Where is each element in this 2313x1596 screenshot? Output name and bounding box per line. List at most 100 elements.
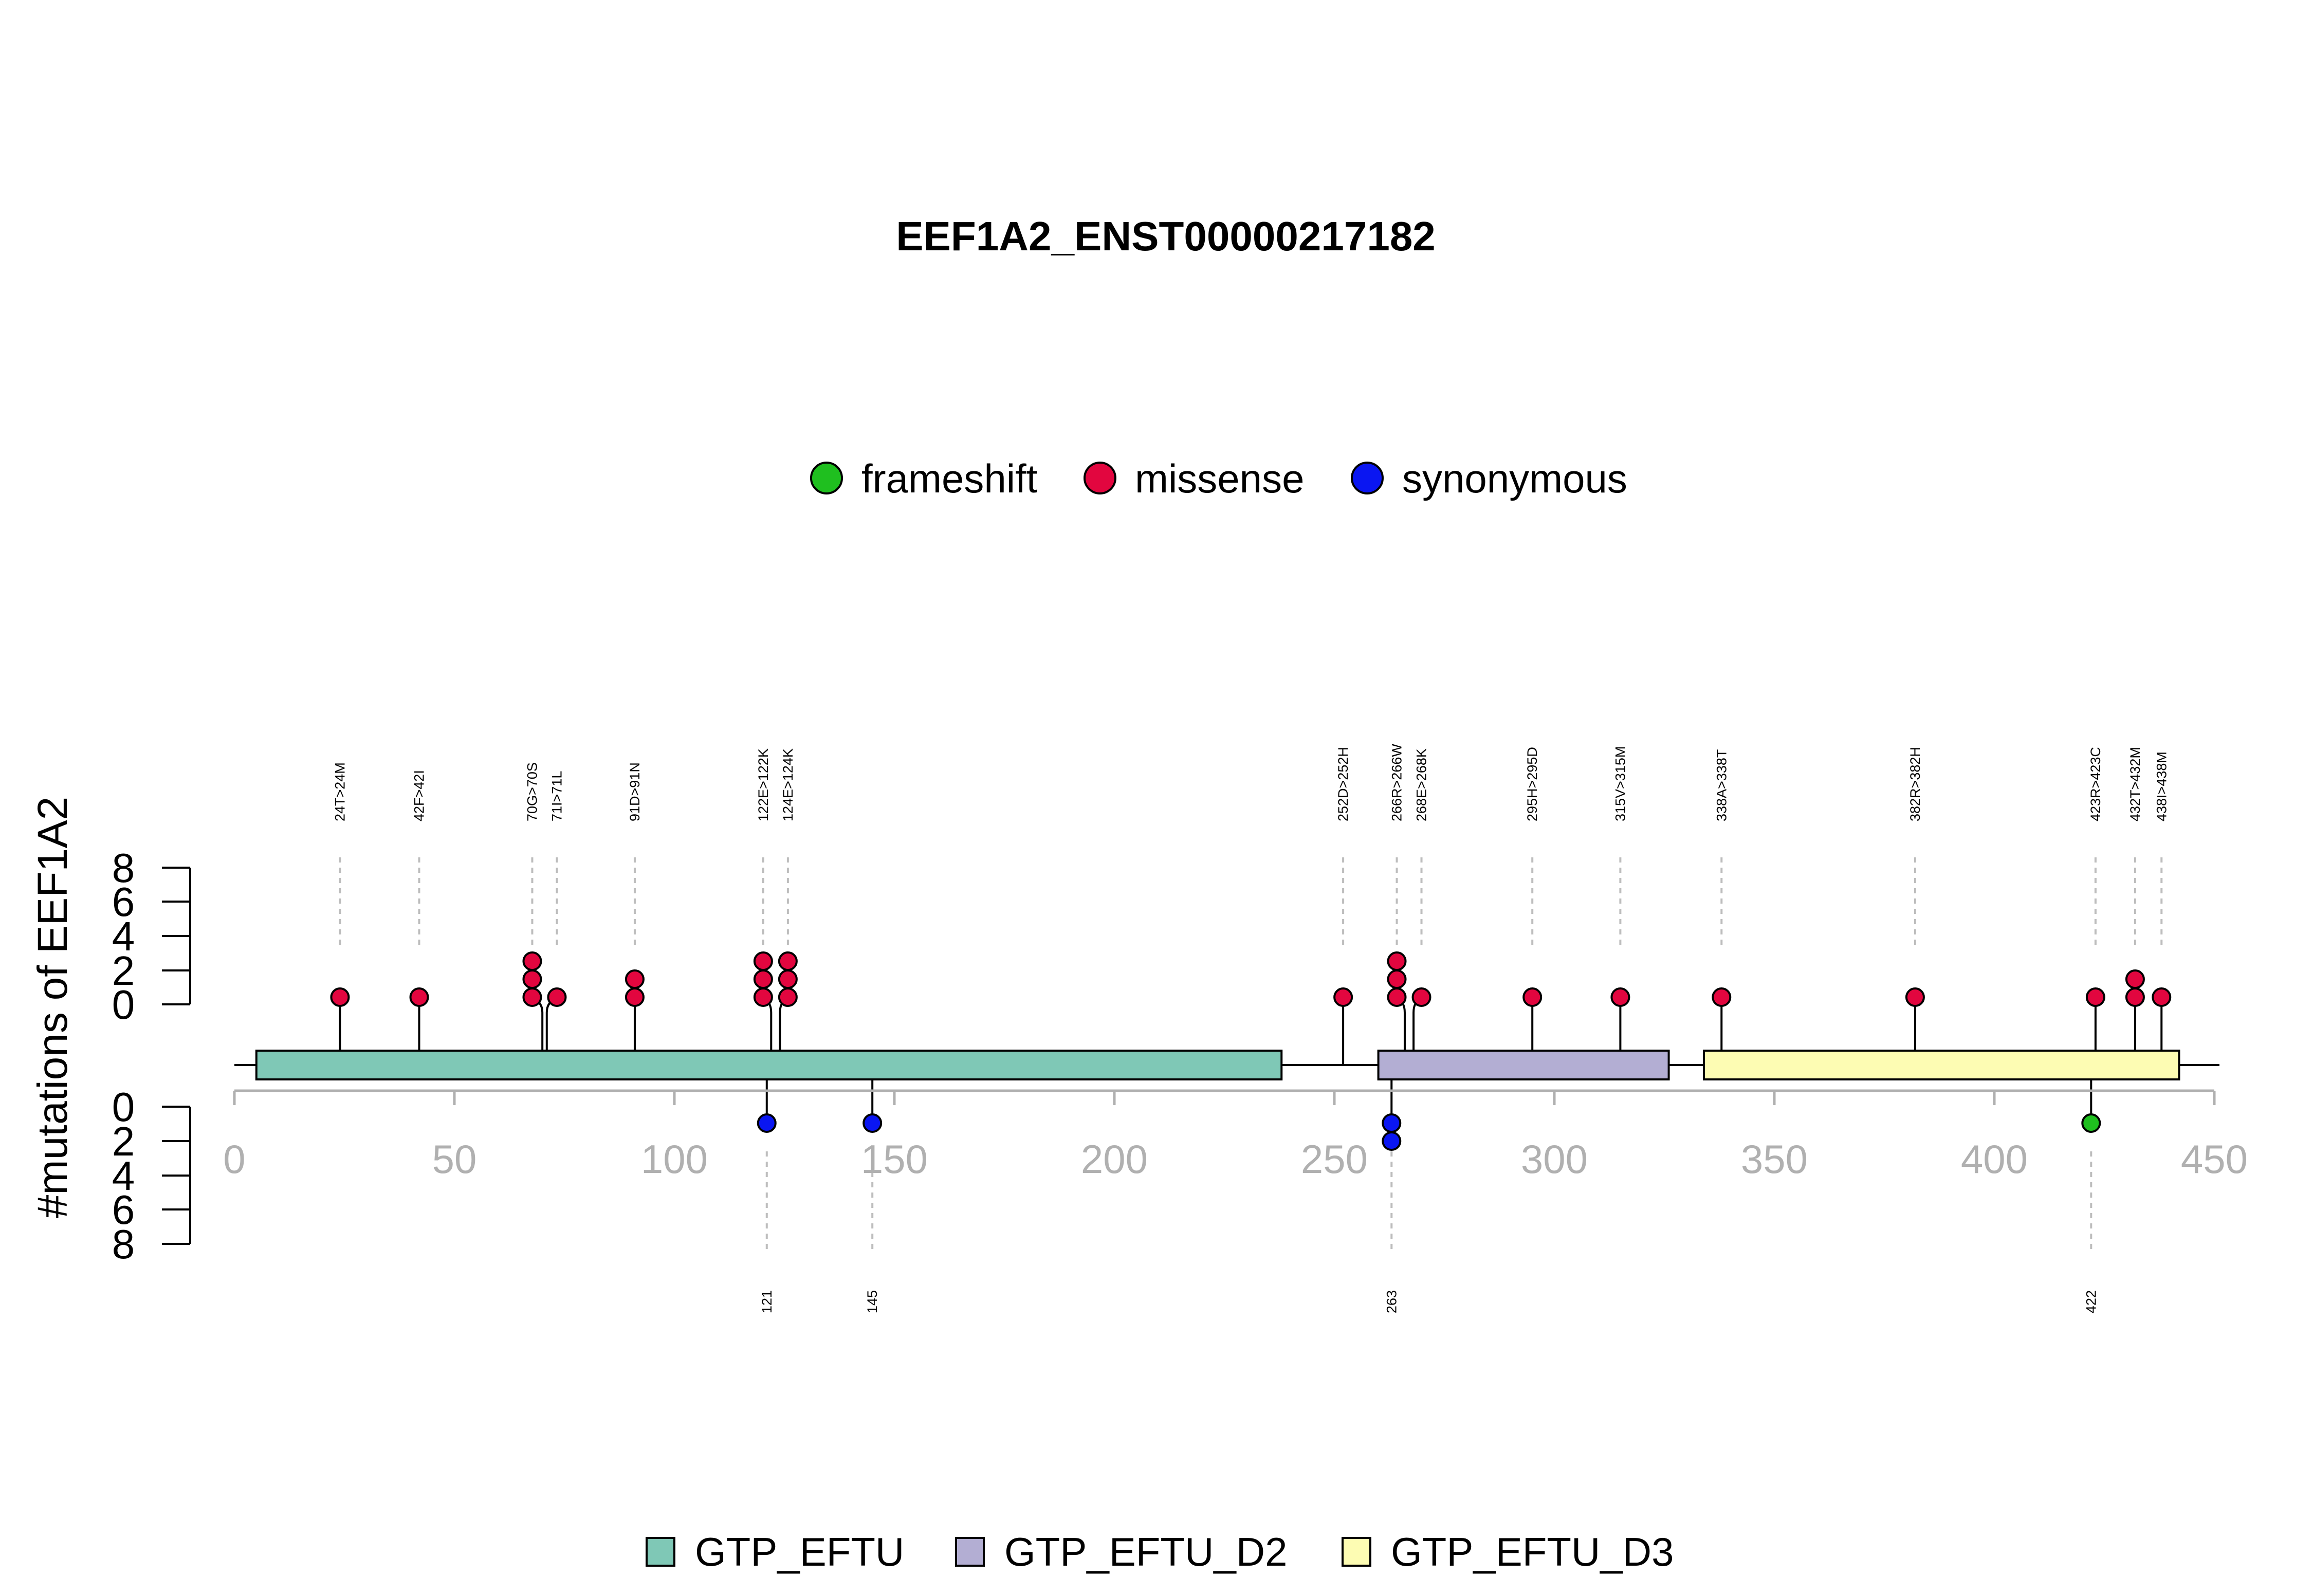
point-71-1 xyxy=(547,987,567,1007)
point-124-3 xyxy=(778,951,798,971)
mutation-label-91: 91D>91N xyxy=(627,762,642,821)
legend-GTP_EFTU-swatch xyxy=(646,1537,675,1567)
x-tick-label-200: 200 xyxy=(1081,1136,1148,1182)
x-tick-label-50: 50 xyxy=(432,1136,477,1182)
point-124-1 xyxy=(778,987,798,1007)
point-252-1 xyxy=(1333,987,1353,1007)
x-tick-label-400: 400 xyxy=(1961,1136,2028,1182)
position-guides xyxy=(339,857,2163,1254)
legend-missense-swatch xyxy=(1084,462,1116,494)
legend-synonymous-label: synonymous xyxy=(1402,456,1627,501)
legend-frameshift-label: frameshift xyxy=(861,456,1038,501)
mutation-label-315: 315V>315M xyxy=(1612,746,1628,821)
point-91-2 xyxy=(625,969,645,989)
x-tick-label-450: 450 xyxy=(2181,1136,2248,1182)
mutation-legend: frameshift missense synonymous xyxy=(810,456,1627,501)
x-tick-label-150: 150 xyxy=(861,1136,928,1182)
legend-GTP_EFTU_D2-label: GTP_EFTU_D2 xyxy=(1004,1529,1287,1574)
legend-GTP_EFTU_D2-swatch xyxy=(955,1537,985,1567)
legend-frameshift-swatch xyxy=(810,462,843,494)
domain-GTP_EFTU_D2 xyxy=(1377,1050,1670,1080)
y-top-tick-label-8: 8 xyxy=(112,845,135,891)
x-tick-label-300: 300 xyxy=(1521,1136,1588,1182)
point-91-1 xyxy=(625,987,645,1007)
point-382-1 xyxy=(1905,987,1925,1007)
mutation-label-252: 252D>252H xyxy=(1335,747,1351,821)
mutation-label-bottom-121: 121 xyxy=(759,1290,775,1313)
mutation-label-24: 24T>24M xyxy=(332,762,347,821)
legend-GTP_EFTU-label: GTP_EFTU xyxy=(695,1529,904,1574)
y-bottom-tick-label-0: 0 xyxy=(112,1084,135,1130)
x-axis: 0 50 100 150 200 250 300 350 400 450 xyxy=(223,1089,2248,1182)
point-bottom-422-1 xyxy=(2081,1113,2101,1133)
point-438-1 xyxy=(2152,987,2172,1007)
mutation-label-432: 432T>432M xyxy=(2127,747,2143,821)
mutation-label-bottom-263: 263 xyxy=(1384,1290,1399,1313)
mutation-label-338: 338A>338T xyxy=(1714,749,1729,821)
point-122-1 xyxy=(753,987,773,1007)
point-24-1 xyxy=(330,987,350,1007)
legend-missense-label: missense xyxy=(1135,456,1304,501)
point-266-2 xyxy=(1387,969,1407,989)
point-42-1 xyxy=(409,987,429,1007)
y-bottom-tick-label-2: 2 xyxy=(112,1118,135,1164)
mutation-label-266: 266R>266W xyxy=(1389,744,1405,821)
legend-GTP_EFTU_D3-swatch xyxy=(1342,1537,1371,1567)
point-124-2 xyxy=(778,969,798,989)
mutation-label-bottom-422: 422 xyxy=(2083,1290,2099,1313)
point-315-1 xyxy=(1610,987,1630,1007)
point-70-3 xyxy=(522,951,542,971)
domain-boxes xyxy=(255,1050,2180,1080)
chart-title: EEF1A2_ENST00000217182 xyxy=(896,213,1436,259)
mutation-label-71: 71I>71L xyxy=(549,771,564,821)
mutation-label-268: 268E>268K xyxy=(1414,748,1429,821)
y-top-tick-label-4: 4 xyxy=(112,913,135,959)
point-295-1 xyxy=(1522,987,1543,1007)
point-70-2 xyxy=(522,969,542,989)
mutation-labels: 24T>24M 42F>42I 70G>70S 71I>71L 91D>91N 122E>… xyxy=(332,744,2169,1313)
x-tick-label-250: 250 xyxy=(1301,1136,1368,1182)
mutation-label-bottom-145: 145 xyxy=(865,1290,880,1313)
point-432-2 xyxy=(2125,969,2145,989)
legend-GTP_EFTU_D3-label: GTP_EFTU_D3 xyxy=(1391,1529,1674,1574)
mutation-label-382: 382R>382H xyxy=(1907,747,1923,821)
domain-legend: GTP_EFTU GTP_EFTU_D2 GTP_EFTU_D3 xyxy=(646,1529,1674,1574)
mutation-label-423: 423R>423C xyxy=(2088,747,2103,821)
point-266-1 xyxy=(1387,987,1407,1007)
y-bottom-tick-label-6: 6 xyxy=(112,1187,135,1233)
domain-GTP_EFTU xyxy=(255,1050,1283,1080)
mutation-label-438: 438I>438M xyxy=(2154,751,2169,821)
point-bottom-121-1 xyxy=(757,1113,777,1133)
mutation-label-295: 295H>295D xyxy=(1525,747,1540,821)
x-tick-label-100: 100 xyxy=(641,1136,708,1182)
mutation-label-42: 42F>42I xyxy=(412,770,427,821)
point-bottom-145-1 xyxy=(862,1113,883,1133)
y-axis-label: #mutations of EEF1A2 xyxy=(29,797,76,1218)
x-tick-label-350: 350 xyxy=(1741,1136,1808,1182)
point-122-2 xyxy=(753,969,773,989)
point-122-3 xyxy=(753,951,773,971)
domain-GTP_EFTU_D3 xyxy=(1703,1050,2180,1080)
y-bottom-tick-label-4: 4 xyxy=(112,1153,135,1199)
y-bottom-tick-label-8: 8 xyxy=(112,1221,135,1267)
point-bottom-263-1 xyxy=(1382,1113,1402,1133)
y-top-tick-label-0: 0 xyxy=(112,982,135,1028)
mutation-label-124: 124E>124K xyxy=(780,748,796,821)
mutation-label-70: 70G>70S xyxy=(524,762,540,821)
point-266-3 xyxy=(1387,951,1407,971)
y-top-tick-label-2: 2 xyxy=(112,948,135,994)
point-bottom-263-2 xyxy=(1382,1131,1402,1151)
point-70-1 xyxy=(522,987,542,1007)
legend-synonymous-swatch xyxy=(1351,462,1384,494)
mutation-points xyxy=(330,951,2172,1151)
x-tick-label-0: 0 xyxy=(223,1136,245,1182)
y-top-tick-label-6: 6 xyxy=(112,879,135,925)
point-338-1 xyxy=(1712,987,1732,1007)
point-268-1 xyxy=(1411,987,1431,1007)
point-432-1 xyxy=(2125,987,2145,1007)
point-423-1 xyxy=(2085,987,2105,1007)
mutation-label-122: 122E>122K xyxy=(756,748,771,821)
